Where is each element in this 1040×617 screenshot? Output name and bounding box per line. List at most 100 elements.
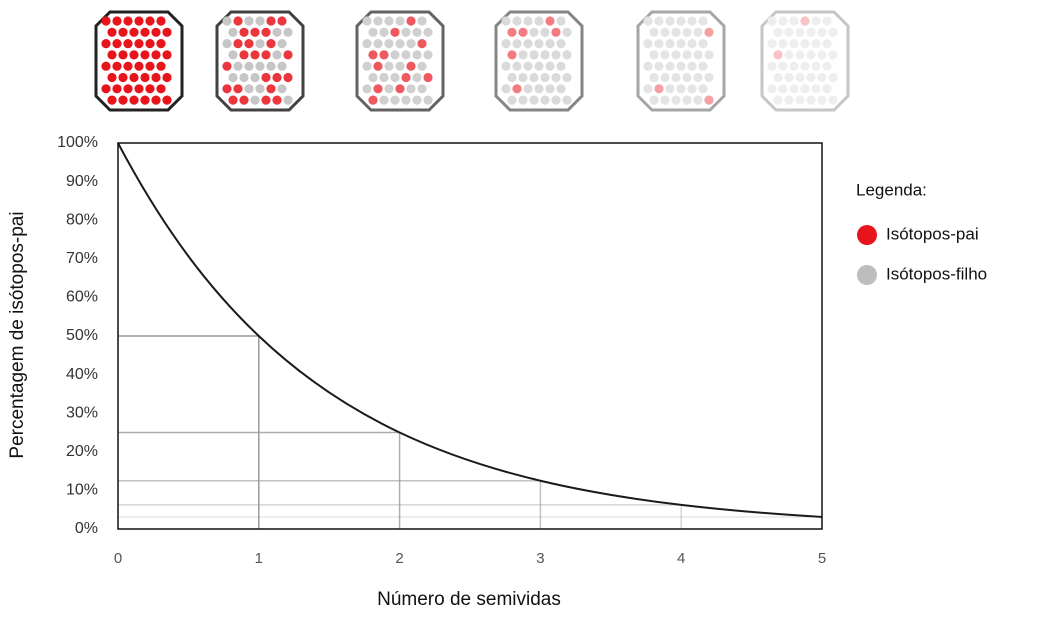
atom	[507, 73, 516, 82]
atom	[767, 39, 776, 48]
atom	[362, 16, 371, 25]
atom	[156, 16, 165, 25]
atom	[261, 96, 270, 105]
atom	[412, 96, 421, 105]
atom	[134, 62, 143, 71]
atom	[401, 50, 410, 59]
atom	[693, 28, 702, 37]
atom	[395, 39, 404, 48]
atom	[529, 28, 538, 37]
atom	[784, 28, 793, 37]
atom	[390, 50, 399, 59]
atom	[417, 84, 426, 93]
atom	[654, 39, 663, 48]
atom	[250, 28, 259, 37]
atom	[518, 96, 527, 105]
atom	[233, 62, 242, 71]
atom	[406, 62, 415, 71]
atom	[362, 84, 371, 93]
atom	[395, 84, 404, 93]
atom	[156, 84, 165, 93]
atom	[233, 39, 242, 48]
atom	[118, 73, 127, 82]
atom	[501, 16, 510, 25]
atom	[384, 62, 393, 71]
atom	[534, 84, 543, 93]
atom	[649, 50, 658, 59]
y-tick-label: 40%	[66, 366, 98, 383]
x-tick-label: 0	[114, 550, 122, 567]
atom	[562, 96, 571, 105]
atom	[118, 28, 127, 37]
atom	[379, 73, 388, 82]
atom	[795, 50, 804, 59]
atom	[156, 62, 165, 71]
atom	[660, 96, 669, 105]
atom	[687, 62, 696, 71]
atom	[773, 96, 782, 105]
atom	[806, 50, 815, 59]
atom	[250, 96, 259, 105]
atom	[277, 16, 286, 25]
atom	[811, 39, 820, 48]
atom	[671, 96, 680, 105]
atom	[778, 62, 787, 71]
legend-swatch	[857, 225, 877, 245]
atom	[800, 39, 809, 48]
atom	[417, 39, 426, 48]
y-tick-label: 50%	[66, 327, 98, 344]
atom	[151, 50, 160, 59]
sample-box	[638, 12, 724, 110]
atom	[101, 16, 110, 25]
atom	[379, 96, 388, 105]
atom	[518, 50, 527, 59]
atom	[682, 28, 691, 37]
atom	[417, 16, 426, 25]
atom	[250, 50, 259, 59]
atom	[406, 84, 415, 93]
atom	[811, 16, 820, 25]
y-tick-label: 60%	[66, 289, 98, 306]
x-tick-label: 2	[395, 550, 403, 567]
atom	[368, 28, 377, 37]
atom	[390, 28, 399, 37]
atom	[698, 39, 707, 48]
atom	[151, 96, 160, 105]
atom	[507, 96, 516, 105]
atom	[523, 62, 532, 71]
atom	[107, 73, 116, 82]
atom	[800, 62, 809, 71]
atom	[540, 96, 549, 105]
atom	[384, 16, 393, 25]
atom	[244, 16, 253, 25]
atom	[545, 39, 554, 48]
atom	[368, 73, 377, 82]
atom	[660, 28, 669, 37]
atom	[811, 84, 820, 93]
atom	[822, 16, 831, 25]
atom	[423, 73, 432, 82]
atom	[767, 84, 776, 93]
atom	[501, 62, 510, 71]
atom	[362, 62, 371, 71]
atom	[384, 84, 393, 93]
atom	[423, 50, 432, 59]
atom	[665, 16, 674, 25]
atom	[373, 16, 382, 25]
atom	[134, 39, 143, 48]
atom	[698, 16, 707, 25]
atom	[507, 28, 516, 37]
atom	[412, 28, 421, 37]
x-tick-label: 4	[677, 550, 685, 567]
atom	[773, 28, 782, 37]
atom	[261, 73, 270, 82]
atom	[379, 50, 388, 59]
atom	[778, 39, 787, 48]
atom	[373, 84, 382, 93]
atom	[272, 96, 281, 105]
y-tick-label: 90%	[66, 173, 98, 190]
atom	[784, 50, 793, 59]
atom	[687, 39, 696, 48]
atom	[512, 16, 521, 25]
atom	[390, 73, 399, 82]
